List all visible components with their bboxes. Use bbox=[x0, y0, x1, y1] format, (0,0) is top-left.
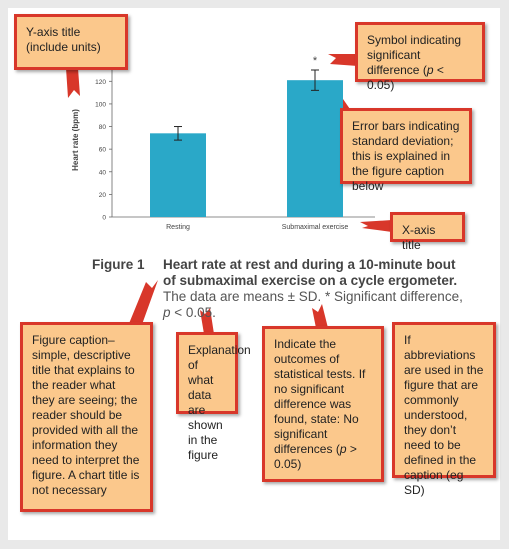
callout: Symbol indicating significant difference… bbox=[355, 22, 485, 92]
text-segment: p bbox=[163, 305, 171, 320]
y-tick-label: 80 bbox=[99, 124, 107, 131]
arrow bbox=[312, 304, 328, 328]
y-tick-label: 20 bbox=[99, 192, 107, 199]
y-tick-label: 60 bbox=[99, 147, 107, 154]
figure-caption: Heart rate at rest and during a 10-minut… bbox=[163, 257, 463, 321]
arrow bbox=[360, 220, 392, 232]
y-tick-label: 0 bbox=[102, 215, 106, 222]
text-segment: X-axis title bbox=[402, 223, 436, 252]
caption-title: Heart rate at rest and during a 10-minut… bbox=[163, 257, 458, 288]
text-segment: < 0.05. bbox=[170, 305, 216, 320]
error-bar bbox=[174, 126, 182, 141]
callout: Indicate the outcomes of statistical tes… bbox=[262, 326, 384, 482]
bar bbox=[287, 80, 343, 217]
x-tick-label: Submaximal exercise bbox=[282, 224, 349, 231]
error-bar bbox=[311, 69, 319, 91]
y-tick-label: 40 bbox=[99, 169, 107, 176]
callout: If abbreviations are used in the figure … bbox=[392, 322, 496, 497]
text-segment: The data are means ± SD. * Significant d… bbox=[163, 289, 463, 304]
arrows bbox=[66, 54, 392, 334]
arrow bbox=[66, 68, 80, 98]
bar bbox=[150, 133, 206, 217]
callout: Error bars indicating standard deviation… bbox=[340, 108, 472, 193]
x-tick-label: Resting bbox=[166, 224, 190, 231]
text-segment: > 0.05) bbox=[274, 442, 357, 471]
arrow bbox=[328, 54, 358, 66]
arrow bbox=[128, 280, 158, 330]
text-segment: p bbox=[339, 442, 347, 456]
text-segment: Symbol indicating significant difference… bbox=[367, 33, 462, 77]
callout: Explanation of what data are shown in th… bbox=[176, 332, 251, 462]
significance-marker: * bbox=[313, 55, 318, 67]
text-segment: Error bars indicating standard deviation… bbox=[352, 119, 460, 193]
callout: X-axis title bbox=[390, 212, 465, 252]
text-segment: p bbox=[426, 63, 434, 77]
y-tick-label: 100 bbox=[95, 101, 106, 108]
text-segment: Figure caption– simple, descriptive titl… bbox=[32, 333, 140, 497]
text-segment: Y-axis title (include units) bbox=[26, 25, 101, 54]
text-segment: If abbreviations are used in the figure … bbox=[404, 333, 484, 497]
figure-label: Figure 1 bbox=[92, 257, 145, 272]
callout: Figure caption– simple, descriptive titl… bbox=[20, 322, 153, 512]
text-segment: < 0.05) bbox=[367, 63, 444, 92]
y-axis-title: Heart rate (bpm) bbox=[71, 109, 80, 171]
text-segment: Explanation of what data are shown in th… bbox=[188, 343, 251, 462]
arrow bbox=[200, 308, 214, 334]
callout: Y-axis title (include units) bbox=[14, 14, 128, 70]
text-segment: Indicate the outcomes of statistical tes… bbox=[274, 337, 366, 456]
y-tick-label: 120 bbox=[95, 79, 106, 86]
